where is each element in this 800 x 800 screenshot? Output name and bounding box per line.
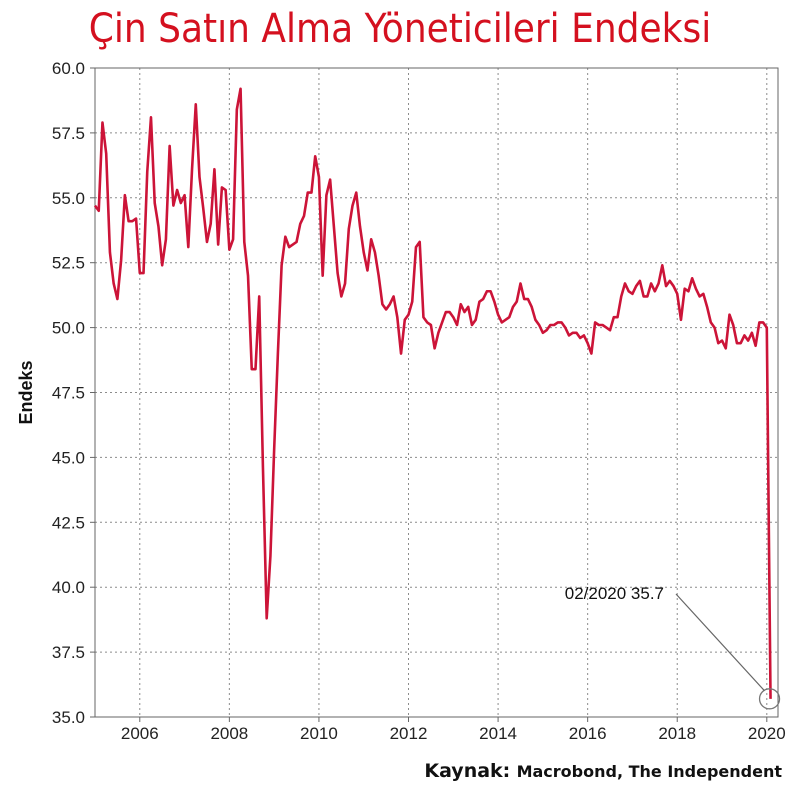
y-tick-label: 52.5 — [52, 254, 85, 273]
annotation-circle — [758, 688, 781, 710]
x-tick-label: 2006 — [121, 724, 159, 743]
y-tick-label: 60.0 — [52, 59, 85, 78]
x-tick-label: 2020 — [748, 724, 786, 743]
y-tick-label: 57.5 — [52, 124, 85, 143]
annotation-layer: 02/2020 35.7 — [565, 584, 781, 710]
y-tick-label: 35.0 — [52, 708, 85, 727]
y-tick-label: 55.0 — [52, 189, 85, 208]
x-tick-label: 2016 — [569, 724, 607, 743]
source-note: Kaynak: Macrobond, The Independent — [424, 760, 782, 782]
source-label: Kaynak: — [424, 760, 511, 782]
chart-title: Çin Satın Alma Yöneticileri Endeksi — [88, 6, 712, 52]
y-tick-label: 42.5 — [52, 513, 85, 532]
annotation-label: 02/2020 35.7 — [565, 584, 664, 603]
y-tick-label: 40.0 — [52, 578, 85, 597]
y-tick-label: 47.5 — [52, 384, 85, 403]
x-tick-label: 2018 — [658, 724, 696, 743]
x-tick-label: 2008 — [210, 724, 248, 743]
y-axis-label: Endeks — [16, 360, 36, 424]
x-tick-label: 2010 — [300, 724, 338, 743]
y-tick-label: 37.5 — [52, 643, 85, 662]
y-tick-label: 50.0 — [52, 319, 85, 338]
y-tick-label: 45.0 — [52, 448, 85, 467]
grid-layer — [95, 67, 778, 718]
series-line — [93, 87, 772, 699]
x-axis: 2006 2008 2010 2012 2014 2016 2018 2020 — [121, 717, 786, 743]
x-tick-label: 2014 — [479, 724, 517, 743]
annotation-leader — [675, 593, 765, 692]
x-tick-label: 2012 — [390, 724, 428, 743]
y-axis: 60.0 57.5 55.0 52.5 50.0 47.5 45.0 42.5 40.0 37.5… — [52, 59, 95, 727]
source-text: Macrobond, The Independent — [516, 762, 782, 781]
